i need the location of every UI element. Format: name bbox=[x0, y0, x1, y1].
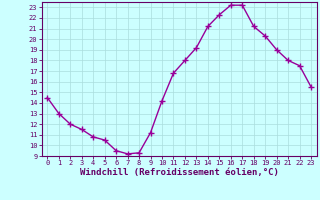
X-axis label: Windchill (Refroidissement éolien,°C): Windchill (Refroidissement éolien,°C) bbox=[80, 168, 279, 177]
